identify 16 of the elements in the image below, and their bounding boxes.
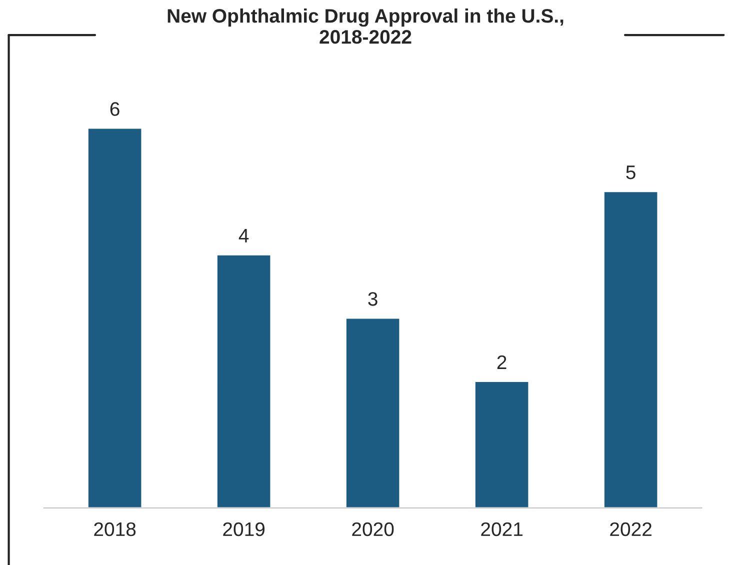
bar [345, 317, 401, 508]
x-tick-label: 2021 [481, 522, 522, 536]
x-tick-label: 2019 [223, 522, 265, 536]
data-label: 5 [626, 166, 636, 180]
data-label: 2 [497, 355, 506, 369]
data-label: 3 [368, 292, 378, 306]
bar [603, 190, 659, 508]
bar [216, 254, 272, 508]
x-tick-label: 2018 [94, 522, 136, 536]
bar [474, 380, 530, 508]
bar [87, 127, 143, 508]
x-tick-label: 2022 [610, 522, 652, 536]
data-label: 4 [238, 228, 249, 242]
data-label: 6 [110, 102, 120, 116]
chart-title: New Ophthalmic Drug Approval in the U.S., 2018-2022 [168, 8, 564, 44]
x-tick-label: 2020 [352, 522, 394, 536]
